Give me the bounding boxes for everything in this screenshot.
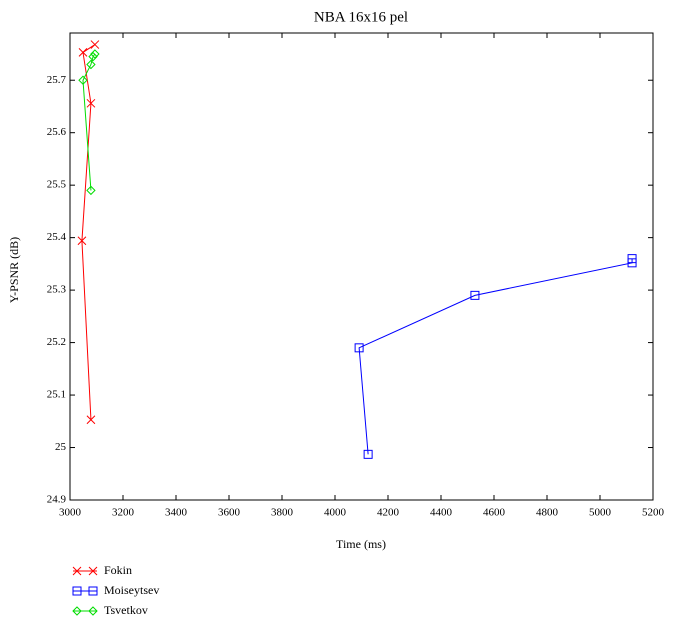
series-line	[358, 258, 633, 455]
marker	[627, 254, 637, 264]
legend-label: Moiseytsev	[104, 583, 159, 597]
marker	[88, 51, 98, 62]
marker	[86, 185, 96, 196]
marker	[78, 75, 88, 85]
y-tick-label: 25.6	[47, 126, 67, 138]
marker	[77, 236, 87, 246]
marker	[88, 566, 98, 576]
x-tick-label: 3800	[271, 507, 294, 519]
plot-frame	[69, 32, 654, 501]
y-tick-label: 24.9	[47, 494, 67, 506]
marker	[86, 98, 96, 108]
x-tick-label: 4000	[324, 507, 347, 519]
y-tick-label: 25.7	[47, 74, 67, 86]
x-tick-label: 5000	[589, 507, 612, 519]
marker	[90, 40, 100, 49]
marker	[470, 290, 480, 300]
x-tick-label: 3200	[112, 507, 135, 519]
marker	[363, 449, 373, 459]
legend-label: Tsvetkov	[104, 603, 148, 617]
marker	[72, 566, 82, 576]
marker	[354, 343, 364, 353]
x-tick-label: 4200	[377, 507, 400, 519]
y-tick-label: 25.1	[47, 389, 66, 401]
marker	[86, 59, 96, 70]
x-tick-label: 4800	[536, 507, 559, 519]
legend-label: Fokin	[104, 563, 132, 577]
x-tick-label: 3400	[165, 507, 188, 519]
y-tick-label: 25.3	[47, 284, 67, 296]
marker	[88, 586, 98, 596]
marker	[72, 606, 82, 616]
marker	[86, 415, 96, 425]
series-line	[82, 53, 96, 191]
y-tick-label: 25	[55, 441, 67, 453]
x-tick-label: 4600	[483, 507, 506, 519]
marker	[72, 586, 82, 596]
y-tick-label: 25.5	[47, 179, 67, 191]
x-tick-label: 3000	[59, 507, 82, 519]
y-tick-label: 25.2	[47, 336, 66, 348]
x-tick-label: 4400	[430, 507, 453, 519]
x-axis-label: Time (ms)	[336, 537, 386, 551]
marker	[90, 49, 100, 59]
chart-title: NBA 16x16 pel	[314, 9, 408, 25]
x-tick-label: 3600	[218, 507, 241, 519]
x-tick-label: 5200	[642, 507, 665, 519]
marker	[78, 48, 88, 57]
y-axis-label: Y-PSNR (dB)	[7, 237, 21, 303]
y-tick-label: 25.4	[47, 231, 67, 243]
marker	[88, 606, 98, 616]
